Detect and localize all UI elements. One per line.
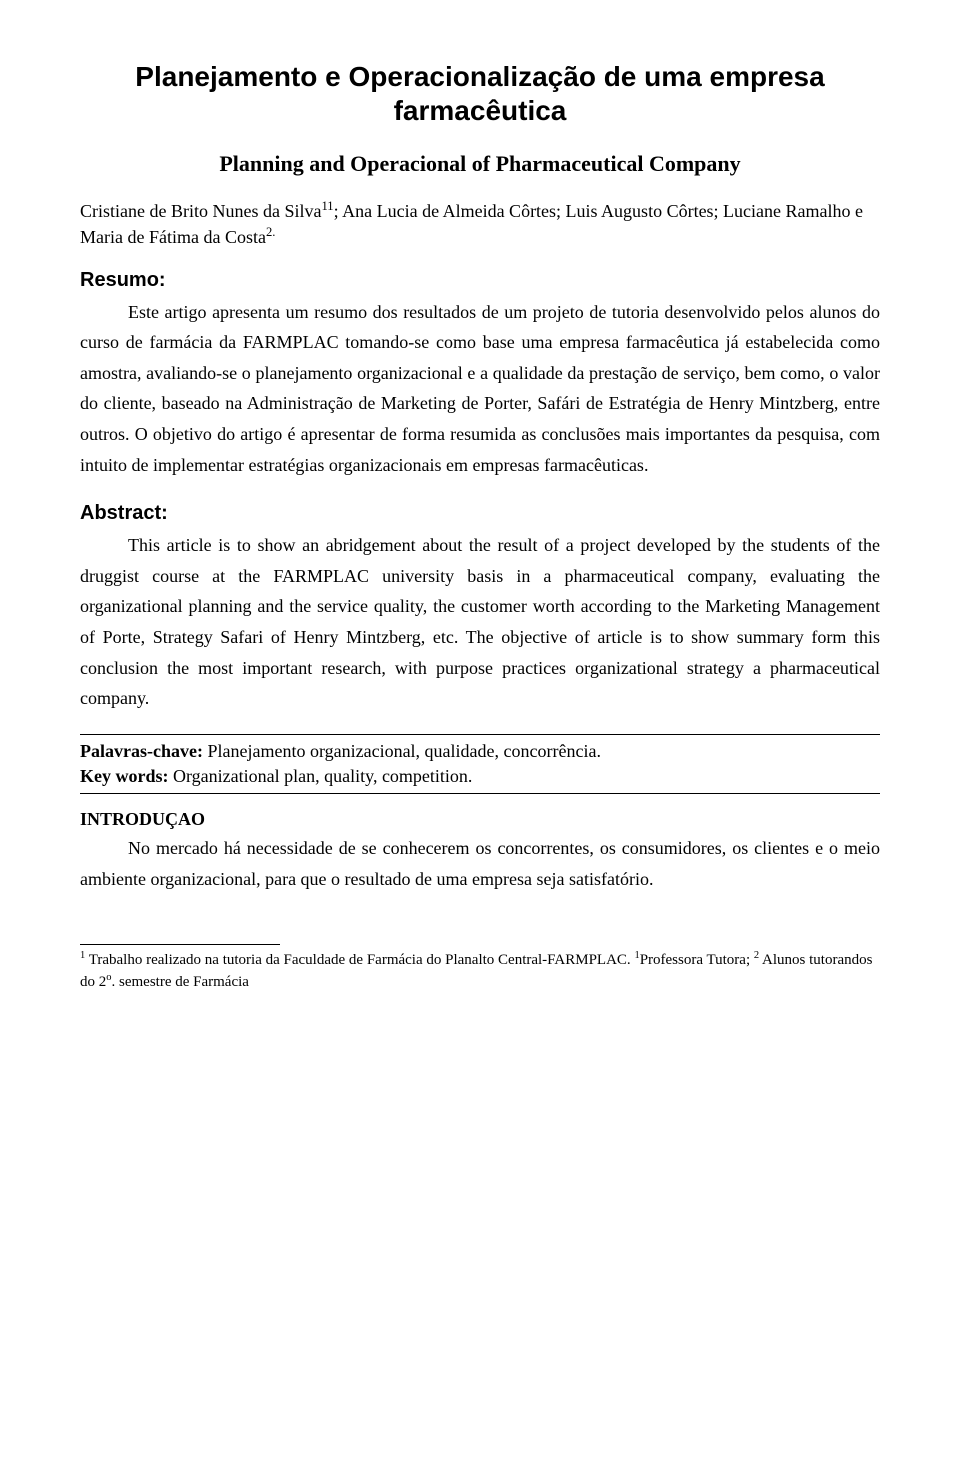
authors-block: Cristiane de Brito Nunes da Silva11; Ana… xyxy=(80,198,880,250)
palavras-value: Planejamento organizacional, qualidade, … xyxy=(203,741,601,761)
resumo-paragraph: Este artigo apresenta um resumo dos resu… xyxy=(80,297,880,481)
footnote-segment: Professora Tutora; xyxy=(640,952,754,968)
resumo-heading: Resumo: xyxy=(80,265,880,295)
author-superscript: 11 xyxy=(321,199,333,213)
paper-subtitle: Planning and Operacional of Pharmaceutic… xyxy=(80,147,880,180)
footnote-segment: Trabalho realizado na tutoria da Faculda… xyxy=(85,952,634,968)
keywords-line: Key words: Organizational plan, quality,… xyxy=(80,764,880,789)
author-name: Cristiane de Brito Nunes da Silva xyxy=(80,201,321,221)
footnote-separator xyxy=(80,944,280,945)
introducao-heading: INTRODUÇAO xyxy=(80,806,880,833)
palavras-label: Palavras-chave: xyxy=(80,741,203,761)
paper-title: Planejamento e Operacionalização de uma … xyxy=(80,60,880,127)
abstract-heading: Abstract: xyxy=(80,498,880,528)
abstract-paragraph: This article is to show an abridgement a… xyxy=(80,530,880,714)
footnote-text: 1 Trabalho realizado na tutoria da Facul… xyxy=(80,949,880,992)
palavras-chave-line: Palavras-chave: Planejamento organizacio… xyxy=(80,739,880,764)
keywords-label: Key words: xyxy=(80,766,169,786)
footnote-segment: . semestre de Farmácia xyxy=(112,974,249,990)
keywords-block: Palavras-chave: Planejamento organizacio… xyxy=(80,734,880,794)
introducao-paragraph: No mercado há necessidade de se conhecer… xyxy=(80,833,880,894)
author-superscript: 2. xyxy=(266,225,275,239)
keywords-value: Organizational plan, quality, competitio… xyxy=(169,766,473,786)
